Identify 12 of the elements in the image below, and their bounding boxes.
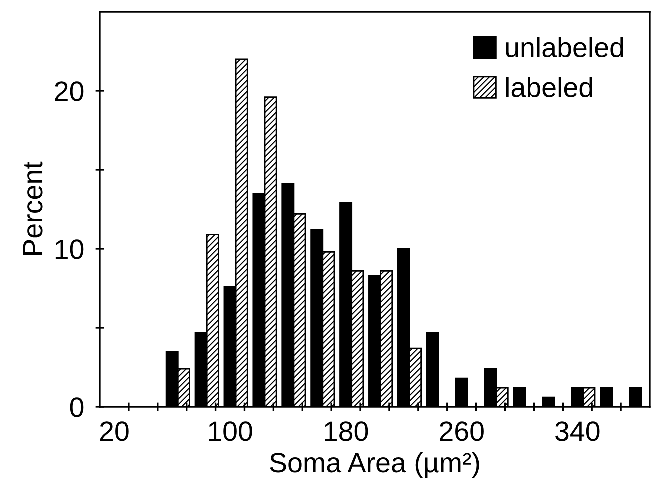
x-tick-label: 100 xyxy=(209,422,252,442)
y-axis-title: Percent xyxy=(23,162,43,256)
y-tick-label: 10 xyxy=(56,240,84,260)
x-axis-title: Soma Area (µm²) xyxy=(270,452,480,478)
x-tick-label: 260 xyxy=(440,422,484,442)
x-tick-label: 340 xyxy=(556,422,600,442)
y-tick-label: 0 xyxy=(70,398,84,418)
y-tick-label: 20 xyxy=(55,82,84,102)
legend-label: labeled xyxy=(506,77,592,98)
x-tick-label: 180 xyxy=(325,422,368,442)
legend-label: unlabeled xyxy=(506,37,624,58)
x-tick-label: 20 xyxy=(100,422,129,442)
